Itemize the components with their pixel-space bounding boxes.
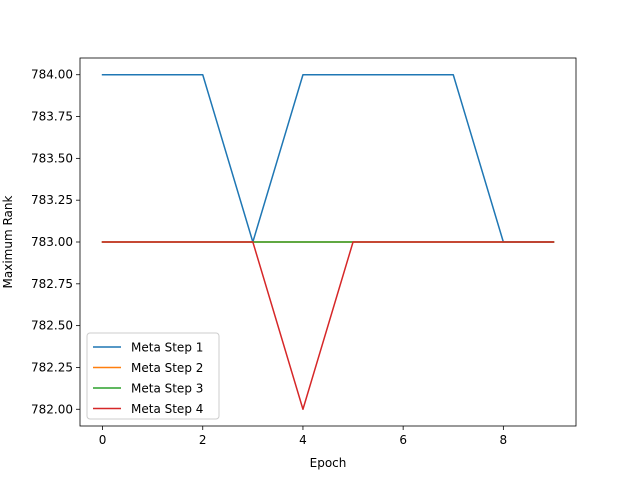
y-tick-label: 784.00 (31, 68, 73, 82)
legend-label: Meta Step 1 (131, 341, 203, 355)
y-tick-label: 782.75 (31, 277, 73, 291)
legend: Meta Step 1 Meta Step 2 Meta Step 3 Meta St… (86, 332, 220, 420)
y-tick-label: 783.00 (31, 235, 73, 249)
x-tick-label: 6 (399, 433, 407, 447)
y-tick-label: 782.00 (31, 402, 73, 416)
series-line-meta-step-4 (101, 241, 555, 411)
x-tick-label: 2 (199, 433, 207, 447)
x-axis-label: Epoch (310, 456, 347, 470)
x-tick-label: 0 (99, 433, 107, 447)
series-line-meta-step-1 (101, 73, 555, 243)
legend-label: Meta Step 3 (131, 382, 203, 396)
y-tick-label: 783.25 (31, 193, 73, 207)
y-tick-label: 782.25 (31, 360, 73, 374)
x-tick-label: 8 (500, 433, 508, 447)
x-tick-label: 4 (299, 433, 307, 447)
y-tick-label: 782.50 (31, 319, 73, 333)
series-layer (101, 73, 555, 411)
y-axis-ticks: 782.00 782.25 782.50 782.75 783.00 783.25 783.… (31, 68, 80, 416)
legend-box (86, 332, 220, 420)
legend-label: Meta Step 4 (131, 402, 203, 416)
y-tick-label: 783.50 (31, 151, 73, 165)
x-axis-ticks: 0 2 4 6 8 (99, 426, 507, 447)
y-tick-label: 783.75 (31, 110, 73, 124)
legend-label: Meta Step 2 (131, 361, 203, 375)
y-axis-label: Maximum Rank (1, 195, 15, 288)
